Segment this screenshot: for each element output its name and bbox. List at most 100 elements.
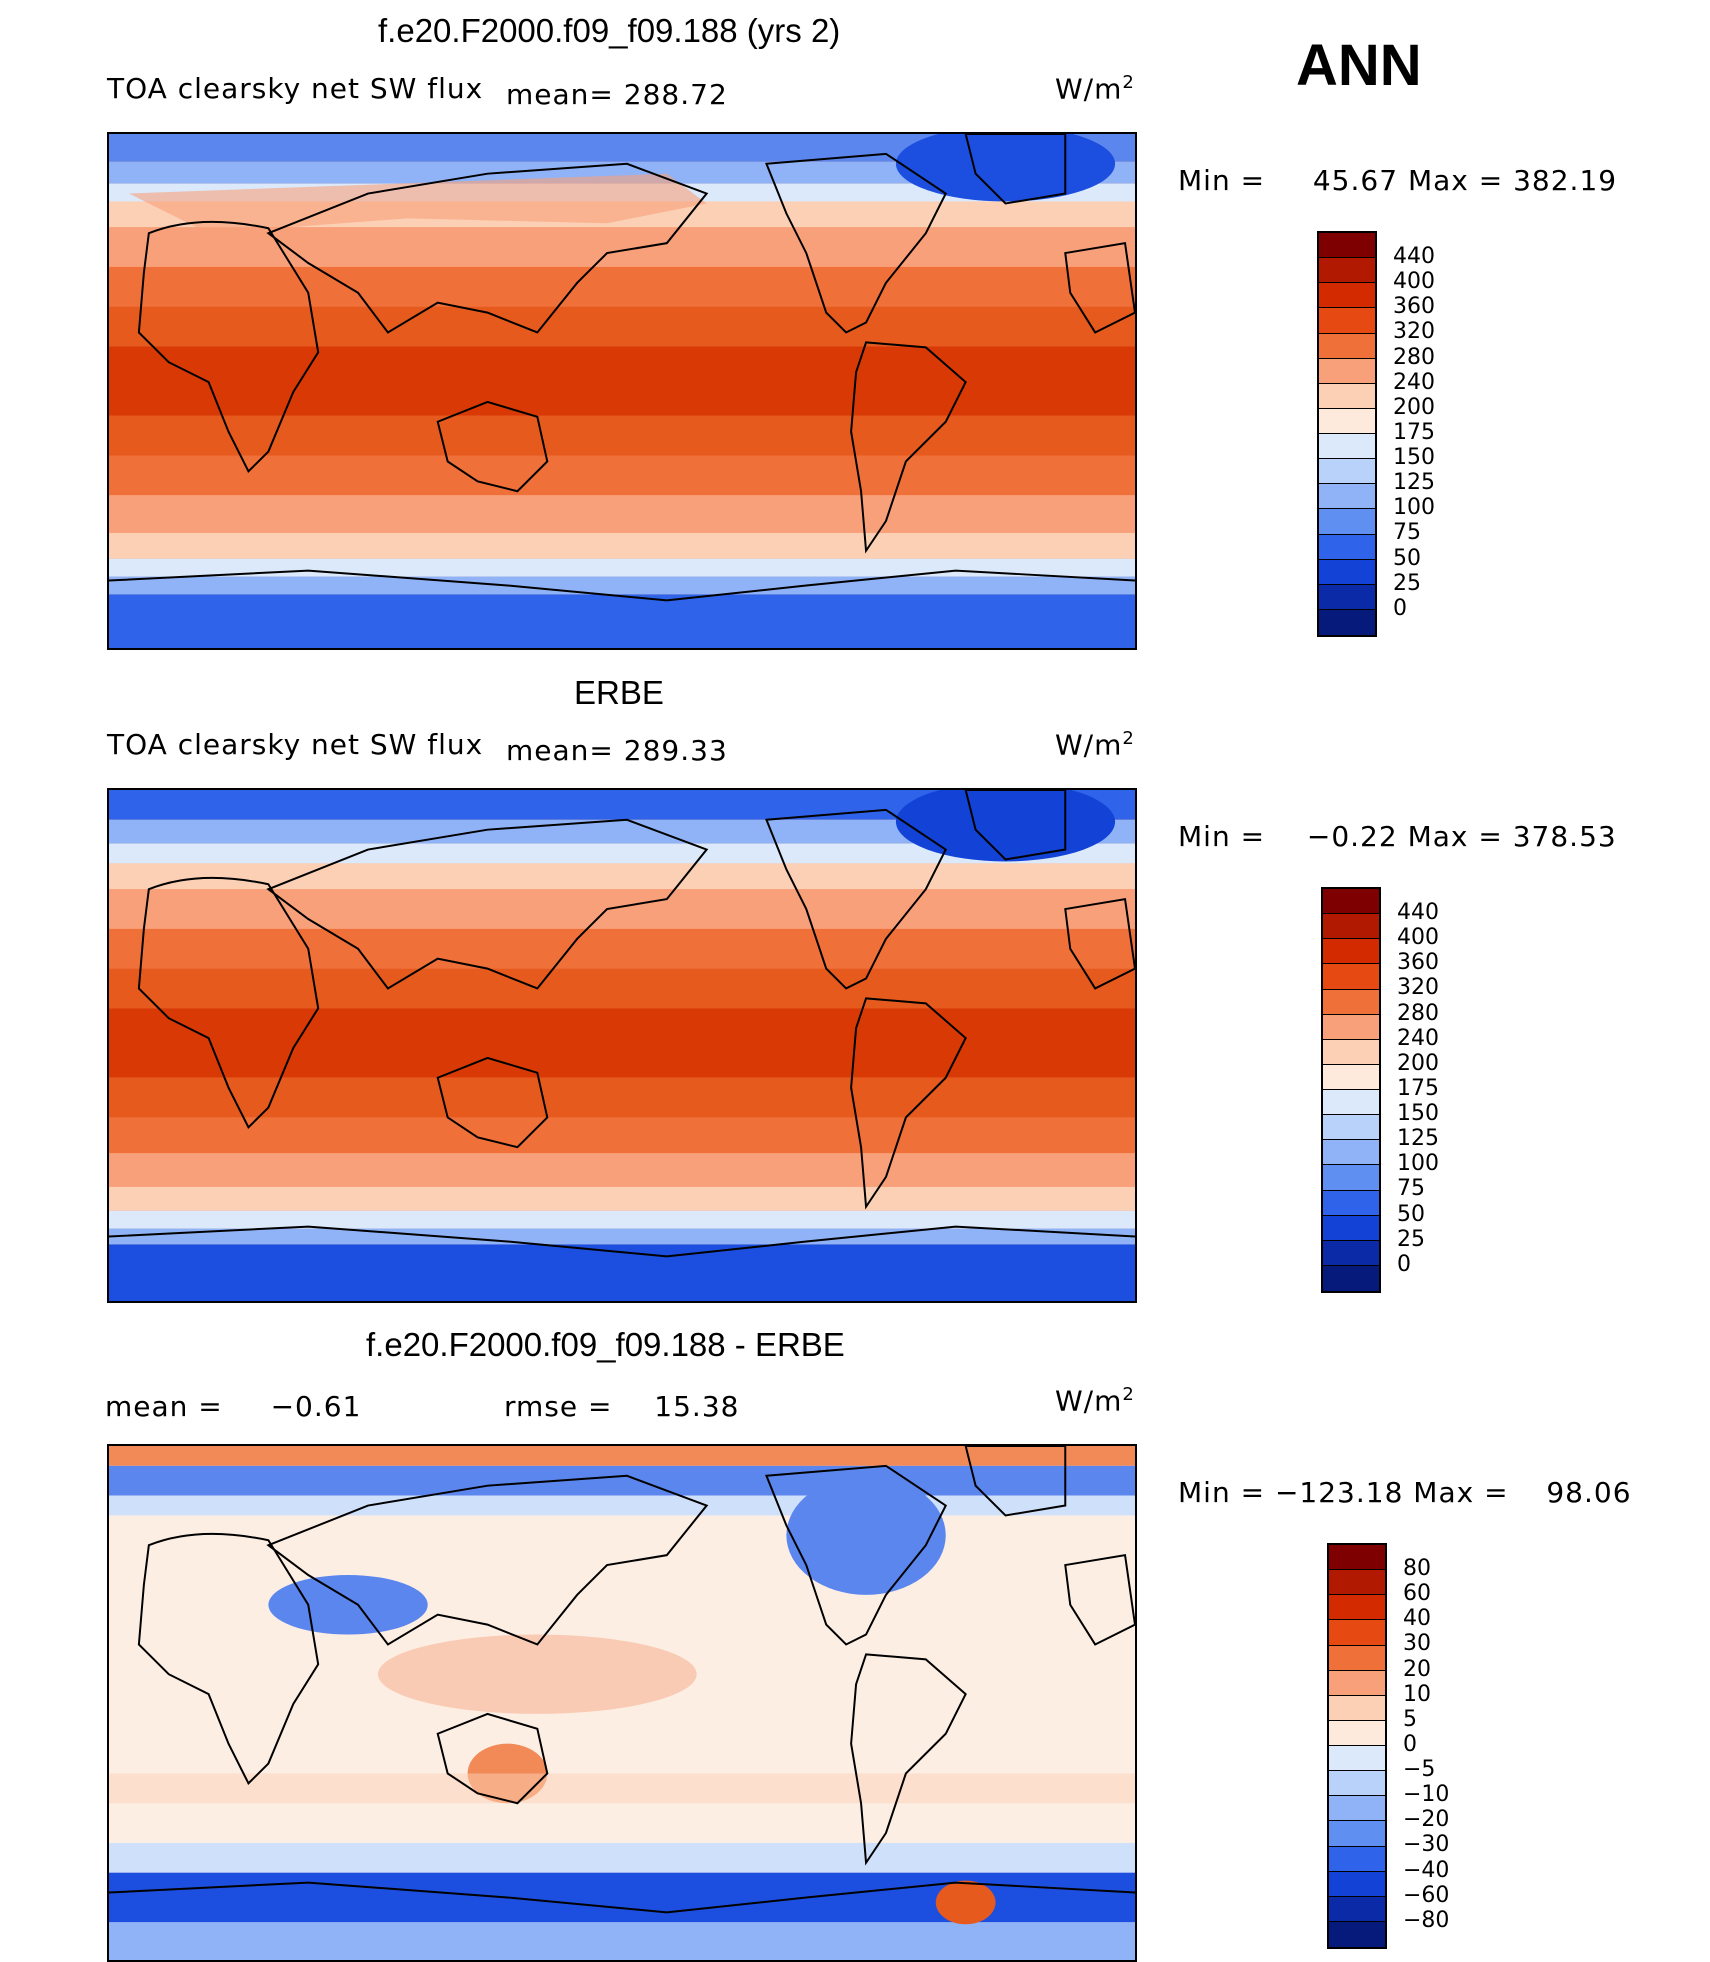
panel2-min-value: −0.22	[1306, 820, 1398, 853]
panel3-map-svg	[109, 1446, 1135, 1960]
colorbar-swatch	[1329, 1921, 1385, 1947]
panel2-map	[107, 788, 1137, 1303]
colorbar-swatch	[1329, 1871, 1385, 1897]
colorbar-tick-label: 30	[1403, 1631, 1431, 1657]
colorbar-swatch	[1323, 964, 1379, 990]
colorbar-tick-label: −5	[1403, 1757, 1436, 1782]
panel1-minmax: Min = 45.67 Max = 382.19	[1178, 164, 1617, 197]
panel3-mean-label: mean =	[105, 1390, 223, 1423]
colorbar-swatch	[1323, 1014, 1379, 1040]
colorbar-swatch	[1329, 1771, 1385, 1797]
colorbar-swatch	[1323, 1115, 1379, 1141]
colorbar-swatch	[1329, 1821, 1385, 1847]
panel3-max-value: 98.06	[1546, 1476, 1632, 1509]
panel3-rmse-label: rmse =	[504, 1390, 613, 1423]
colorbar-tick-label: 440	[1397, 900, 1439, 925]
colorbar-swatch	[1323, 1039, 1379, 1065]
colorbar-tick-label: 25	[1393, 570, 1421, 596]
colorbar-swatch	[1319, 609, 1375, 635]
colorbar-swatch	[1319, 484, 1375, 510]
colorbar-tick-label: 240	[1393, 369, 1435, 395]
colorbar-swatch	[1329, 1570, 1385, 1596]
panel3-minmax: Min = −123.18 Max = 98.06	[1178, 1476, 1632, 1509]
panel2-mean-value: 289.33	[623, 734, 728, 767]
colorbar-swatch	[1319, 459, 1375, 485]
colorbar-tick-label: 5	[1403, 1706, 1417, 1732]
colorbar-swatch	[1329, 1846, 1385, 1872]
colorbar-swatch	[1323, 1140, 1379, 1166]
colorbar-tick-label: 75	[1397, 1176, 1425, 1202]
panel2-mean-label: mean=	[506, 734, 614, 767]
colorbar-swatch	[1319, 233, 1375, 259]
units-base: W/m	[1055, 1384, 1123, 1418]
colorbar-tick-label: 60	[1403, 1581, 1431, 1607]
colorbar-swatch	[1329, 1620, 1385, 1646]
panel1-min-value: 45.67	[1312, 164, 1399, 197]
colorbar-tick-label: −40	[1403, 1857, 1450, 1883]
panel3-mean-value: −0.61	[270, 1390, 362, 1423]
panel3-rmse: rmse = 15.38	[504, 1390, 739, 1423]
panel1-mean-label: mean=	[506, 78, 614, 111]
panel2-mean: mean= 289.33	[506, 734, 728, 767]
colorbar-swatch	[1329, 1545, 1385, 1571]
colorbar-tick-label: 100	[1393, 495, 1435, 521]
panel2-max-value: 378.53	[1512, 820, 1617, 853]
colorbar-swatch	[1329, 1695, 1385, 1721]
colorbar-tick-label: 40	[1403, 1606, 1431, 1632]
colorbar-swatch	[1329, 1796, 1385, 1822]
colorbar-tick-label: 125	[1397, 1126, 1439, 1152]
colorbar-swatch	[1319, 559, 1375, 585]
colorbar-tick-label: 400	[1393, 269, 1435, 295]
colorbar-swatch	[1323, 889, 1379, 915]
colorbar-swatch	[1319, 434, 1375, 460]
colorbar-swatch	[1323, 1064, 1379, 1090]
colorbar-tick-label: 150	[1397, 1101, 1439, 1126]
panel1-colorbar	[1317, 231, 1377, 637]
panel2-units: W/m2	[1055, 728, 1135, 761]
colorbar-swatch	[1319, 383, 1375, 409]
panel1-mean: mean= 288.72	[506, 78, 728, 111]
season-label: ANN	[1296, 33, 1422, 98]
colorbar-tick-label: 10	[1403, 1681, 1431, 1707]
colorbar-tick-label: −20	[1403, 1807, 1450, 1833]
colorbar-swatch	[1319, 333, 1375, 359]
colorbar-tick-label: 50	[1397, 1201, 1425, 1227]
colorbar-swatch	[1323, 1265, 1379, 1291]
colorbar-swatch	[1329, 1896, 1385, 1922]
panel3-units: W/m2	[1055, 1384, 1135, 1417]
colorbar-swatch	[1319, 308, 1375, 334]
colorbar-tick-label: −60	[1403, 1882, 1450, 1908]
panel2-subtitle: TOA clearsky net SW flux	[107, 728, 484, 761]
colorbar-tick-label: 360	[1393, 294, 1435, 320]
colorbar-swatch	[1323, 1190, 1379, 1216]
panel1-subtitle: TOA clearsky net SW flux	[107, 72, 484, 105]
panel3-min-label: Min =	[1178, 1476, 1266, 1509]
colorbar-tick-label: 200	[1397, 1050, 1439, 1076]
panel3-colorbar	[1327, 1543, 1387, 1949]
colorbar-tick-label: 50	[1393, 545, 1421, 571]
colorbar-swatch	[1329, 1746, 1385, 1772]
colorbar-tick-label: 280	[1393, 344, 1435, 370]
colorbar-tick-label: 200	[1393, 394, 1435, 420]
colorbar-tick-label: 100	[1397, 1151, 1439, 1177]
colorbar-swatch	[1319, 358, 1375, 384]
colorbar-tick-label: −30	[1403, 1832, 1450, 1858]
colorbar-tick-label: 240	[1397, 1025, 1439, 1051]
colorbar-tick-label: 175	[1397, 1075, 1439, 1101]
units-base: W/m	[1055, 728, 1123, 762]
panel1-units: W/m2	[1055, 72, 1135, 105]
colorbar-swatch	[1319, 408, 1375, 434]
panel3-min-value: −123.18	[1274, 1476, 1404, 1509]
colorbar-swatch	[1329, 1670, 1385, 1696]
colorbar-swatch	[1329, 1645, 1385, 1671]
colorbar-swatch	[1323, 1240, 1379, 1266]
colorbar-tick-label: 175	[1393, 419, 1435, 445]
colorbar-swatch	[1323, 1215, 1379, 1241]
panel2-map-svg	[109, 790, 1135, 1301]
colorbar-tick-label: 75	[1393, 520, 1421, 546]
panel1-map-svg	[109, 134, 1135, 648]
colorbar-swatch	[1329, 1720, 1385, 1746]
colorbar-swatch	[1323, 989, 1379, 1015]
colorbar-swatch	[1323, 914, 1379, 940]
colorbar-tick-label: 360	[1397, 950, 1439, 976]
